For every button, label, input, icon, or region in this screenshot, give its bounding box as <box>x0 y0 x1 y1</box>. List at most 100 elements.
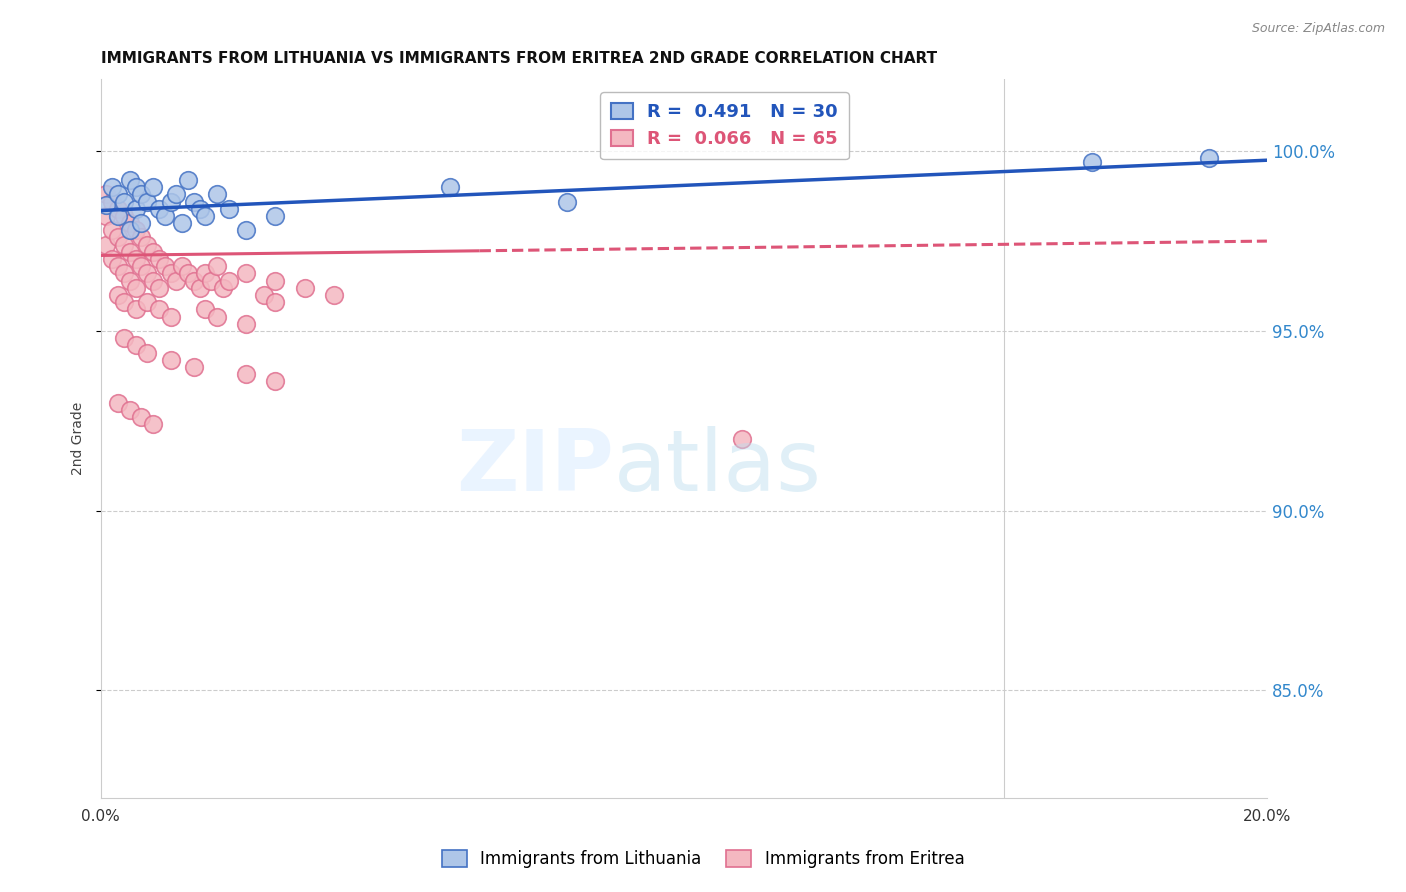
Point <box>112 237 135 252</box>
Point <box>322 288 344 302</box>
Point <box>142 244 165 259</box>
Point <box>107 230 129 244</box>
Point <box>200 274 222 288</box>
Point <box>124 223 146 237</box>
Text: 0.0%: 0.0% <box>82 809 120 824</box>
Point <box>112 331 135 345</box>
Point <box>235 267 257 281</box>
Point <box>107 209 129 223</box>
Point <box>148 252 170 266</box>
Point <box>555 194 578 209</box>
Point <box>107 187 129 202</box>
Text: ZIP: ZIP <box>456 426 614 509</box>
Point <box>118 274 141 288</box>
Point <box>205 187 228 202</box>
Text: atlas: atlas <box>614 426 821 509</box>
Point <box>439 180 461 194</box>
Point <box>136 295 159 310</box>
Point <box>235 317 257 331</box>
Point <box>1198 152 1220 166</box>
Point <box>112 194 135 209</box>
Point <box>148 281 170 295</box>
Point <box>183 274 205 288</box>
Point <box>177 173 200 187</box>
Point <box>205 259 228 273</box>
Point <box>253 288 276 302</box>
Point <box>124 180 146 194</box>
Point <box>153 209 176 223</box>
Point <box>183 194 205 209</box>
Point <box>148 202 170 216</box>
Point <box>235 223 257 237</box>
Point <box>131 216 153 230</box>
Point <box>136 194 159 209</box>
Point <box>136 237 159 252</box>
Point <box>101 252 124 266</box>
Point <box>107 288 129 302</box>
Point <box>136 267 159 281</box>
Point <box>124 202 146 216</box>
Point <box>142 417 165 432</box>
Point <box>188 202 211 216</box>
Point <box>153 259 176 273</box>
Point <box>131 259 153 273</box>
Point <box>118 403 141 417</box>
Point <box>131 230 153 244</box>
Point <box>118 216 141 230</box>
Point <box>183 359 205 374</box>
Point <box>194 267 217 281</box>
Point <box>159 267 181 281</box>
Point <box>124 338 146 352</box>
Point <box>205 310 228 324</box>
Point <box>142 180 165 194</box>
Point <box>101 180 124 194</box>
Point <box>118 244 141 259</box>
Point <box>264 295 287 310</box>
Point <box>107 396 129 410</box>
Point <box>172 259 194 273</box>
Point <box>159 352 181 367</box>
Point <box>264 374 287 388</box>
Point <box>212 281 235 295</box>
Point <box>96 209 118 223</box>
Point <box>131 187 153 202</box>
Point <box>165 187 187 202</box>
Point <box>294 281 316 295</box>
Y-axis label: 2nd Grade: 2nd Grade <box>72 402 86 475</box>
Point <box>194 302 217 317</box>
Point <box>188 281 211 295</box>
Text: 20.0%: 20.0% <box>1243 809 1291 824</box>
Point <box>112 267 135 281</box>
Point <box>131 410 153 425</box>
Text: IMMIGRANTS FROM LITHUANIA VS IMMIGRANTS FROM ERITREA 2ND GRADE CORRELATION CHART: IMMIGRANTS FROM LITHUANIA VS IMMIGRANTS … <box>100 51 936 66</box>
Point <box>96 198 118 212</box>
Point <box>107 259 129 273</box>
Point <box>124 281 146 295</box>
Point <box>112 209 135 223</box>
Point <box>96 237 118 252</box>
Point <box>165 274 187 288</box>
Point <box>177 267 200 281</box>
Point <box>264 274 287 288</box>
Point <box>136 345 159 359</box>
Point <box>159 310 181 324</box>
Point <box>148 302 170 317</box>
Point <box>124 302 146 317</box>
Point <box>1081 155 1104 169</box>
Point <box>159 194 181 209</box>
Point <box>118 223 141 237</box>
Point <box>142 274 165 288</box>
Point <box>235 367 257 381</box>
Point <box>124 252 146 266</box>
Point <box>112 295 135 310</box>
Point <box>101 223 124 237</box>
Point <box>118 173 141 187</box>
Point <box>218 274 240 288</box>
Point <box>731 432 754 446</box>
Point <box>101 194 124 209</box>
Point <box>107 202 129 216</box>
Point <box>172 216 194 230</box>
Legend: Immigrants from Lithuania, Immigrants from Eritrea: Immigrants from Lithuania, Immigrants fr… <box>434 843 972 875</box>
Legend: R =  0.491   N = 30, R =  0.066   N = 65: R = 0.491 N = 30, R = 0.066 N = 65 <box>600 92 849 159</box>
Point <box>264 209 287 223</box>
